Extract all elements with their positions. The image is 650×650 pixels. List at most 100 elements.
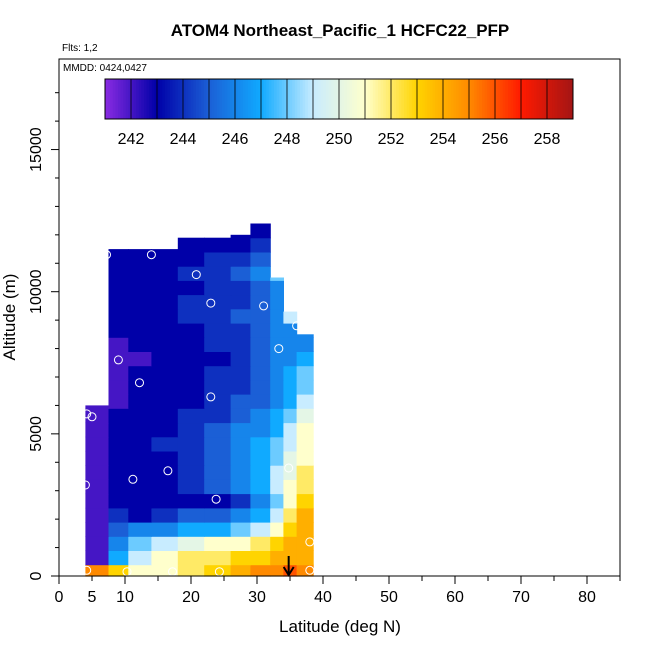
- colorbar-segment: [300, 79, 304, 119]
- heatmap-cell: [204, 465, 232, 480]
- heatmap-cell: [296, 465, 314, 480]
- heatmap-cell: [283, 507, 298, 523]
- heatmap-cell: [250, 237, 271, 253]
- colorbar-tick-label: 244: [170, 131, 197, 148]
- colorbar-segment: [370, 79, 374, 119]
- colorbar-segment: [196, 79, 200, 119]
- colorbar-segment: [326, 79, 330, 119]
- heatmap-cell: [250, 436, 271, 452]
- heatmap-cell: [108, 251, 129, 267]
- x-tick-label: 0: [55, 589, 64, 606]
- heatmap-cell: [296, 365, 314, 381]
- colorbar-segment: [508, 79, 512, 119]
- colorbar-segment: [105, 79, 109, 119]
- heatmap-cell: [296, 379, 314, 395]
- heatmap-cell: [283, 394, 298, 409]
- colorbar-segment: [141, 79, 145, 119]
- colorbar-tick-label: 258: [534, 131, 561, 148]
- colorbar-segment: [375, 79, 379, 119]
- sample-point: [135, 378, 144, 388]
- heatmap-cell: [177, 522, 205, 537]
- heatmap-cell: [151, 550, 179, 566]
- y-tick-label: 0: [28, 571, 45, 580]
- colorbar-segment: [554, 79, 558, 119]
- colorbar-segment: [388, 79, 392, 119]
- colorbar-segment: [372, 79, 376, 119]
- colorbar-segment: [562, 79, 566, 119]
- heatmap-cell: [177, 422, 205, 438]
- x-tick-label: 60: [446, 589, 464, 606]
- colorbar-tick-label: 254: [430, 131, 457, 148]
- colorbar-segment: [505, 79, 509, 119]
- colorbar-segment: [333, 79, 337, 119]
- heatmap-cell: [128, 536, 152, 551]
- colorbar-segment: [531, 79, 535, 119]
- heatmap-cell: [204, 394, 232, 409]
- colorbar-segment: [227, 79, 231, 119]
- heatmap-cell: [230, 237, 251, 253]
- heatmap-cell: [270, 536, 284, 551]
- heatmap-cell: [108, 422, 129, 438]
- heatmap-cell: [250, 251, 271, 267]
- heatmap-cell: [204, 266, 232, 281]
- colorbar-segment: [435, 79, 439, 119]
- colorbar-segment: [484, 79, 488, 119]
- heatmap-cell: [177, 536, 205, 551]
- colorbar-segment: [414, 79, 418, 119]
- heatmap-cell: [250, 479, 271, 495]
- heatmap-cell: [230, 251, 251, 267]
- y-tick-label: 5000: [28, 416, 45, 452]
- colorbar-segment: [214, 79, 218, 119]
- heatmap-cell: [270, 479, 284, 495]
- colorbar-segment: [502, 79, 506, 119]
- colorbar-segment: [154, 79, 158, 119]
- heatmap-cell: [128, 422, 152, 438]
- heatmap: [85, 223, 314, 577]
- heatmap-cell: [250, 450, 271, 466]
- heatmap-cell: [151, 379, 179, 395]
- heatmap-cell: [270, 280, 284, 296]
- heatmap-cell: [151, 249, 179, 253]
- heatmap-cell: [204, 479, 232, 495]
- heatmap-cell: [108, 436, 129, 452]
- heatmap-cell: [128, 465, 152, 480]
- heatmap-cell: [230, 465, 251, 480]
- heatmap-cell: [108, 249, 129, 253]
- sample-point: [128, 474, 138, 484]
- heatmap-cell: [250, 379, 271, 395]
- heatmap-cell: [283, 408, 298, 424]
- heatmap-cell: [283, 351, 298, 367]
- colorbar-segment: [253, 79, 257, 119]
- colorbar-segment: [294, 79, 298, 119]
- heatmap-cell: [296, 436, 314, 452]
- colorbar-segment: [133, 79, 137, 119]
- x-tick-label: 10: [116, 589, 134, 606]
- heatmap-cell: [204, 323, 232, 338]
- heatmap-cell: [296, 479, 314, 495]
- colorbar-segment: [391, 79, 395, 119]
- colorbar-segment: [128, 79, 132, 119]
- heatmap-cell: [250, 465, 271, 480]
- heatmap-cell: [128, 522, 152, 537]
- heatmap-cell: [270, 323, 284, 338]
- heatmap-cell: [283, 522, 298, 537]
- heatmap-cell: [177, 294, 205, 310]
- heatmap-cell: [151, 522, 179, 537]
- heatmap-cell: [250, 294, 271, 310]
- colorbar-segment: [193, 79, 197, 119]
- colorbar-segment: [248, 79, 252, 119]
- heatmap-cell: [177, 251, 205, 267]
- heatmap-cell: [128, 450, 152, 466]
- colorbar-tick-label: 248: [274, 131, 301, 148]
- heatmap-cell: [270, 277, 284, 281]
- heatmap-cell: [230, 351, 251, 367]
- heatmap-cell: [270, 550, 284, 566]
- colorbar-segment: [206, 79, 210, 119]
- heatmap-cell: [250, 337, 271, 352]
- heatmap-cell: [204, 294, 232, 310]
- colorbar-segment: [279, 79, 283, 119]
- heatmap-cell: [85, 422, 110, 438]
- heatmap-cell: [108, 379, 129, 395]
- heatmap-cell: [296, 408, 314, 424]
- colorbar-segment: [427, 79, 431, 119]
